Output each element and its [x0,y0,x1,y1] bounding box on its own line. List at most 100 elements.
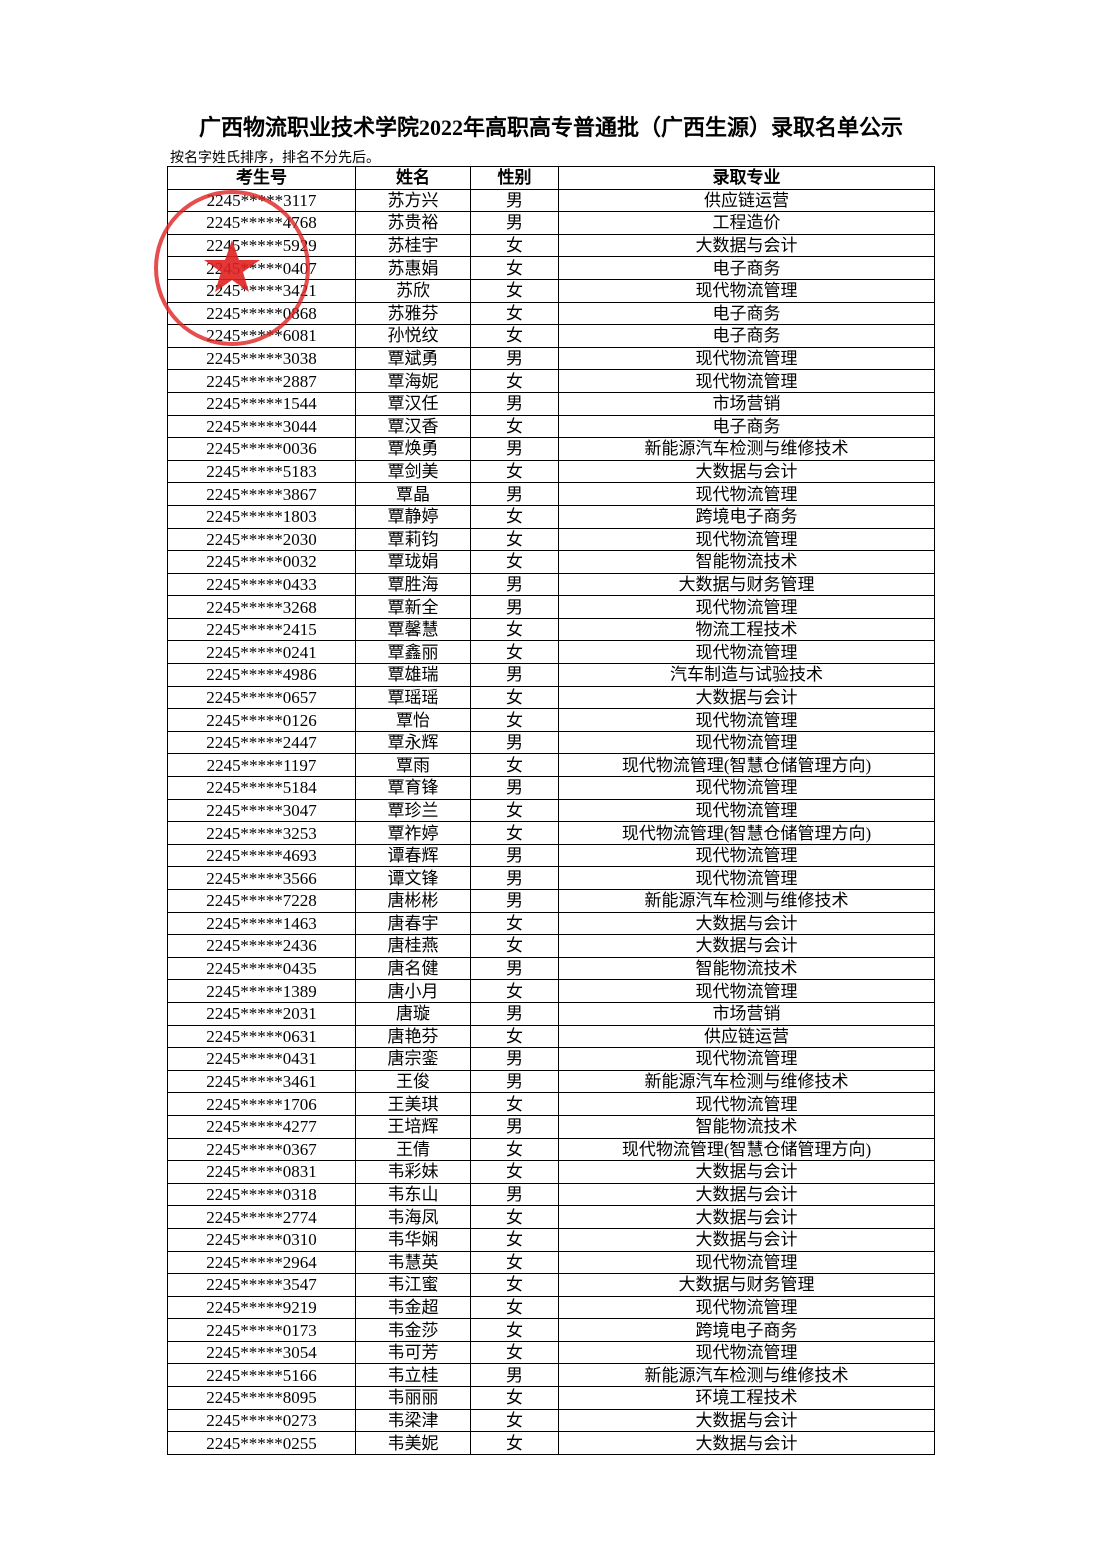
major: 现代物流管理 [558,979,935,1003]
student-name: 韦立桂 [355,1363,471,1388]
major: 供应链运营 [558,1024,935,1049]
major: 物流工程技术 [558,617,935,642]
exam-id: 2245*****3038 [167,346,356,371]
table-row: 2245*****3044 覃汉香女电子商务 [167,414,935,439]
student-name: 唐宗銮 [355,1047,471,1071]
student-name: 覃海妮 [355,369,471,393]
major: 智能物流技术 [558,550,935,574]
major: 新能源汽车检测与维修技术 [558,1363,935,1388]
exam-id: 2245*****8095 [167,1386,356,1410]
gender: 女 [470,1024,559,1049]
exam-id: 2245*****0868 [167,301,356,326]
gender: 女 [470,979,559,1003]
header-row: 考生号 姓名 性别 录取专业 [167,166,935,190]
exam-id: 2245*****3054 [167,1340,356,1365]
student-name: 覃汉香 [355,414,471,439]
table-row: 2245*****4277 王培辉男智能物流技术 [167,1114,935,1139]
student-name: 韦美妮 [355,1431,471,1455]
exam-id: 2245*****7228 [167,889,356,913]
table-row: 2245*****2964 韦慧英女现代物流管理 [167,1250,935,1275]
major: 现代物流管理(智慧仓储管理方向) [558,753,935,778]
major: 现代物流管理 [558,843,935,868]
table-row: 2245*****0831 韦彩妹女大数据与会计 [167,1160,935,1184]
table-row: 2245*****0868 苏雅芬女电子商务 [167,301,935,326]
exam-id: 2245*****0310 [167,1227,356,1252]
major: 工程造价 [558,211,935,235]
table-row: 2245*****3054 韦可芳女现代物流管理 [167,1340,935,1365]
student-name: 韦海凤 [355,1205,471,1229]
table-row: 2245*****0433 覃胜海男大数据与财务管理 [167,572,935,597]
gender: 女 [470,617,559,642]
student-name: 韦可芳 [355,1340,471,1365]
table-row: 2245*****5184 覃育锋男现代物流管理 [167,776,935,800]
table-row: 2245*****4693 谭春辉男现代物流管理 [167,843,935,868]
exam-id: 2245*****2030 [167,527,356,552]
student-name: 韦丽丽 [355,1386,471,1410]
major: 电子商务 [558,414,935,439]
student-name: 覃育锋 [355,776,471,800]
student-name: 韦华娴 [355,1227,471,1252]
table-row: 2245*****1803 覃静婷女跨境电子商务 [167,504,935,529]
gender: 女 [470,527,559,552]
table-row: 2245*****3867 覃晶男现代物流管理 [167,482,935,506]
exam-id: 2245*****3461 [167,1069,356,1094]
major: 大数据与会计 [558,233,935,258]
major: 电子商务 [558,301,935,326]
gender: 男 [470,482,559,506]
gender: 男 [470,956,559,981]
table-row: 2245*****2031 唐璇男市场营销 [167,1001,935,1026]
student-name: 覃剑美 [355,459,471,484]
gender: 女 [470,1205,559,1229]
student-name: 覃怡 [355,708,471,732]
student-name: 覃雄瑞 [355,663,471,687]
official-seal [154,190,310,346]
student-name: 韦东山 [355,1182,471,1207]
table-row: 2245*****0036 覃焕勇男新能源汽车检测与维修技术 [167,437,935,461]
major: 大数据与会计 [558,459,935,484]
table-row: 2245*****1389 唐小月女现代物流管理 [167,979,935,1003]
major: 现代物流管理 [558,595,935,619]
gender: 女 [470,821,559,845]
gender: 女 [470,1160,559,1184]
student-name: 韦金莎 [355,1318,471,1342]
exam-id: 2245*****5184 [167,776,356,800]
exam-id: 2245*****2887 [167,369,356,393]
student-name: 覃静婷 [355,504,471,529]
table-row: 2245*****0173 韦金莎女跨境电子商务 [167,1318,935,1342]
gender: 男 [470,663,559,687]
major: 大数据与会计 [558,685,935,710]
exam-id: 2245*****2964 [167,1250,356,1275]
gender: 男 [470,730,559,755]
table-row: 2245*****4986 覃雄瑞男汽车制造与试验技术 [167,663,935,687]
student-name: 唐彬彬 [355,889,471,913]
table-row: 2245*****2415 覃馨慧女物流工程技术 [167,617,935,642]
table-row: 2245*****4768 苏贵裕男工程造价 [167,211,935,235]
gender: 女 [470,233,559,258]
table-row: 2245*****0631 唐艳芬女供应链运营 [167,1024,935,1049]
student-name: 覃焕勇 [355,437,471,461]
student-name: 覃珑娟 [355,550,471,574]
major: 市场营销 [558,391,935,416]
major: 市场营销 [558,1001,935,1026]
student-name: 王美琪 [355,1092,471,1116]
major: 大数据与会计 [558,1205,935,1229]
exam-id: 2245*****5166 [167,1363,356,1388]
table-row: 2245*****3461 王俊男新能源汽车检测与维修技术 [167,1069,935,1094]
exam-id: 2245*****3421 [167,278,356,303]
major: 现代物流管理 [558,730,935,755]
major: 大数据与会计 [558,1227,935,1252]
major: 环境工程技术 [558,1386,935,1410]
column-header: 姓名 [355,166,471,190]
major: 汽车制造与试验技术 [558,663,935,687]
gender: 女 [470,504,559,529]
student-name: 韦彩妹 [355,1160,471,1184]
gender: 女 [470,550,559,574]
student-name: 韦金超 [355,1295,471,1320]
gender: 男 [470,1069,559,1094]
gender: 女 [470,753,559,778]
exam-id: 2245*****9219 [167,1295,356,1320]
gender: 女 [470,685,559,710]
table-row: 2245*****3421 苏欣女现代物流管理 [167,278,935,303]
student-name: 覃晶 [355,482,471,506]
gender: 男 [470,595,559,619]
